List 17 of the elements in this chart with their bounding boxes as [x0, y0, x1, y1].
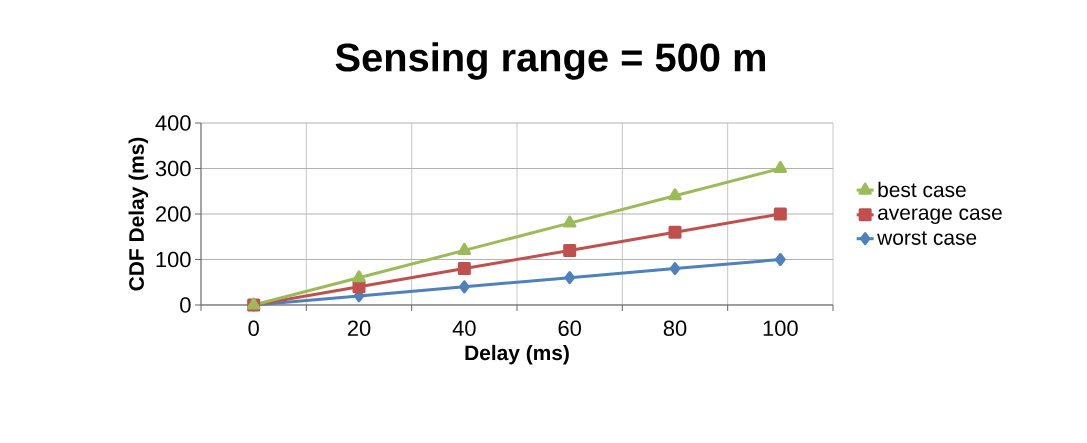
x-axis-title: Delay (ms): [465, 344, 569, 365]
x-tick-label: 100: [763, 320, 798, 337]
legend-label: average case: [878, 208, 1002, 225]
x-tick-label: 80: [663, 320, 687, 337]
x-tick-label: 20: [347, 320, 371, 337]
x-tick-label: 60: [558, 320, 581, 337]
y-tick-label: 100: [156, 251, 191, 268]
legend-label: best case: [878, 181, 966, 198]
x-tick-label: 0: [248, 320, 259, 337]
y-tick-label: 400: [155, 115, 191, 131]
y-axis-title: CDF Delay (ms): [128, 137, 149, 291]
y-tick-label: 300: [155, 160, 191, 177]
y-tick-label: 200: [156, 206, 191, 222]
legend-label: worst case: [877, 231, 977, 245]
y-tick-label: 0: [180, 297, 191, 313]
x-tick-label: 40: [452, 320, 476, 337]
chart-title: Sensing range = 500 m: [335, 42, 765, 80]
